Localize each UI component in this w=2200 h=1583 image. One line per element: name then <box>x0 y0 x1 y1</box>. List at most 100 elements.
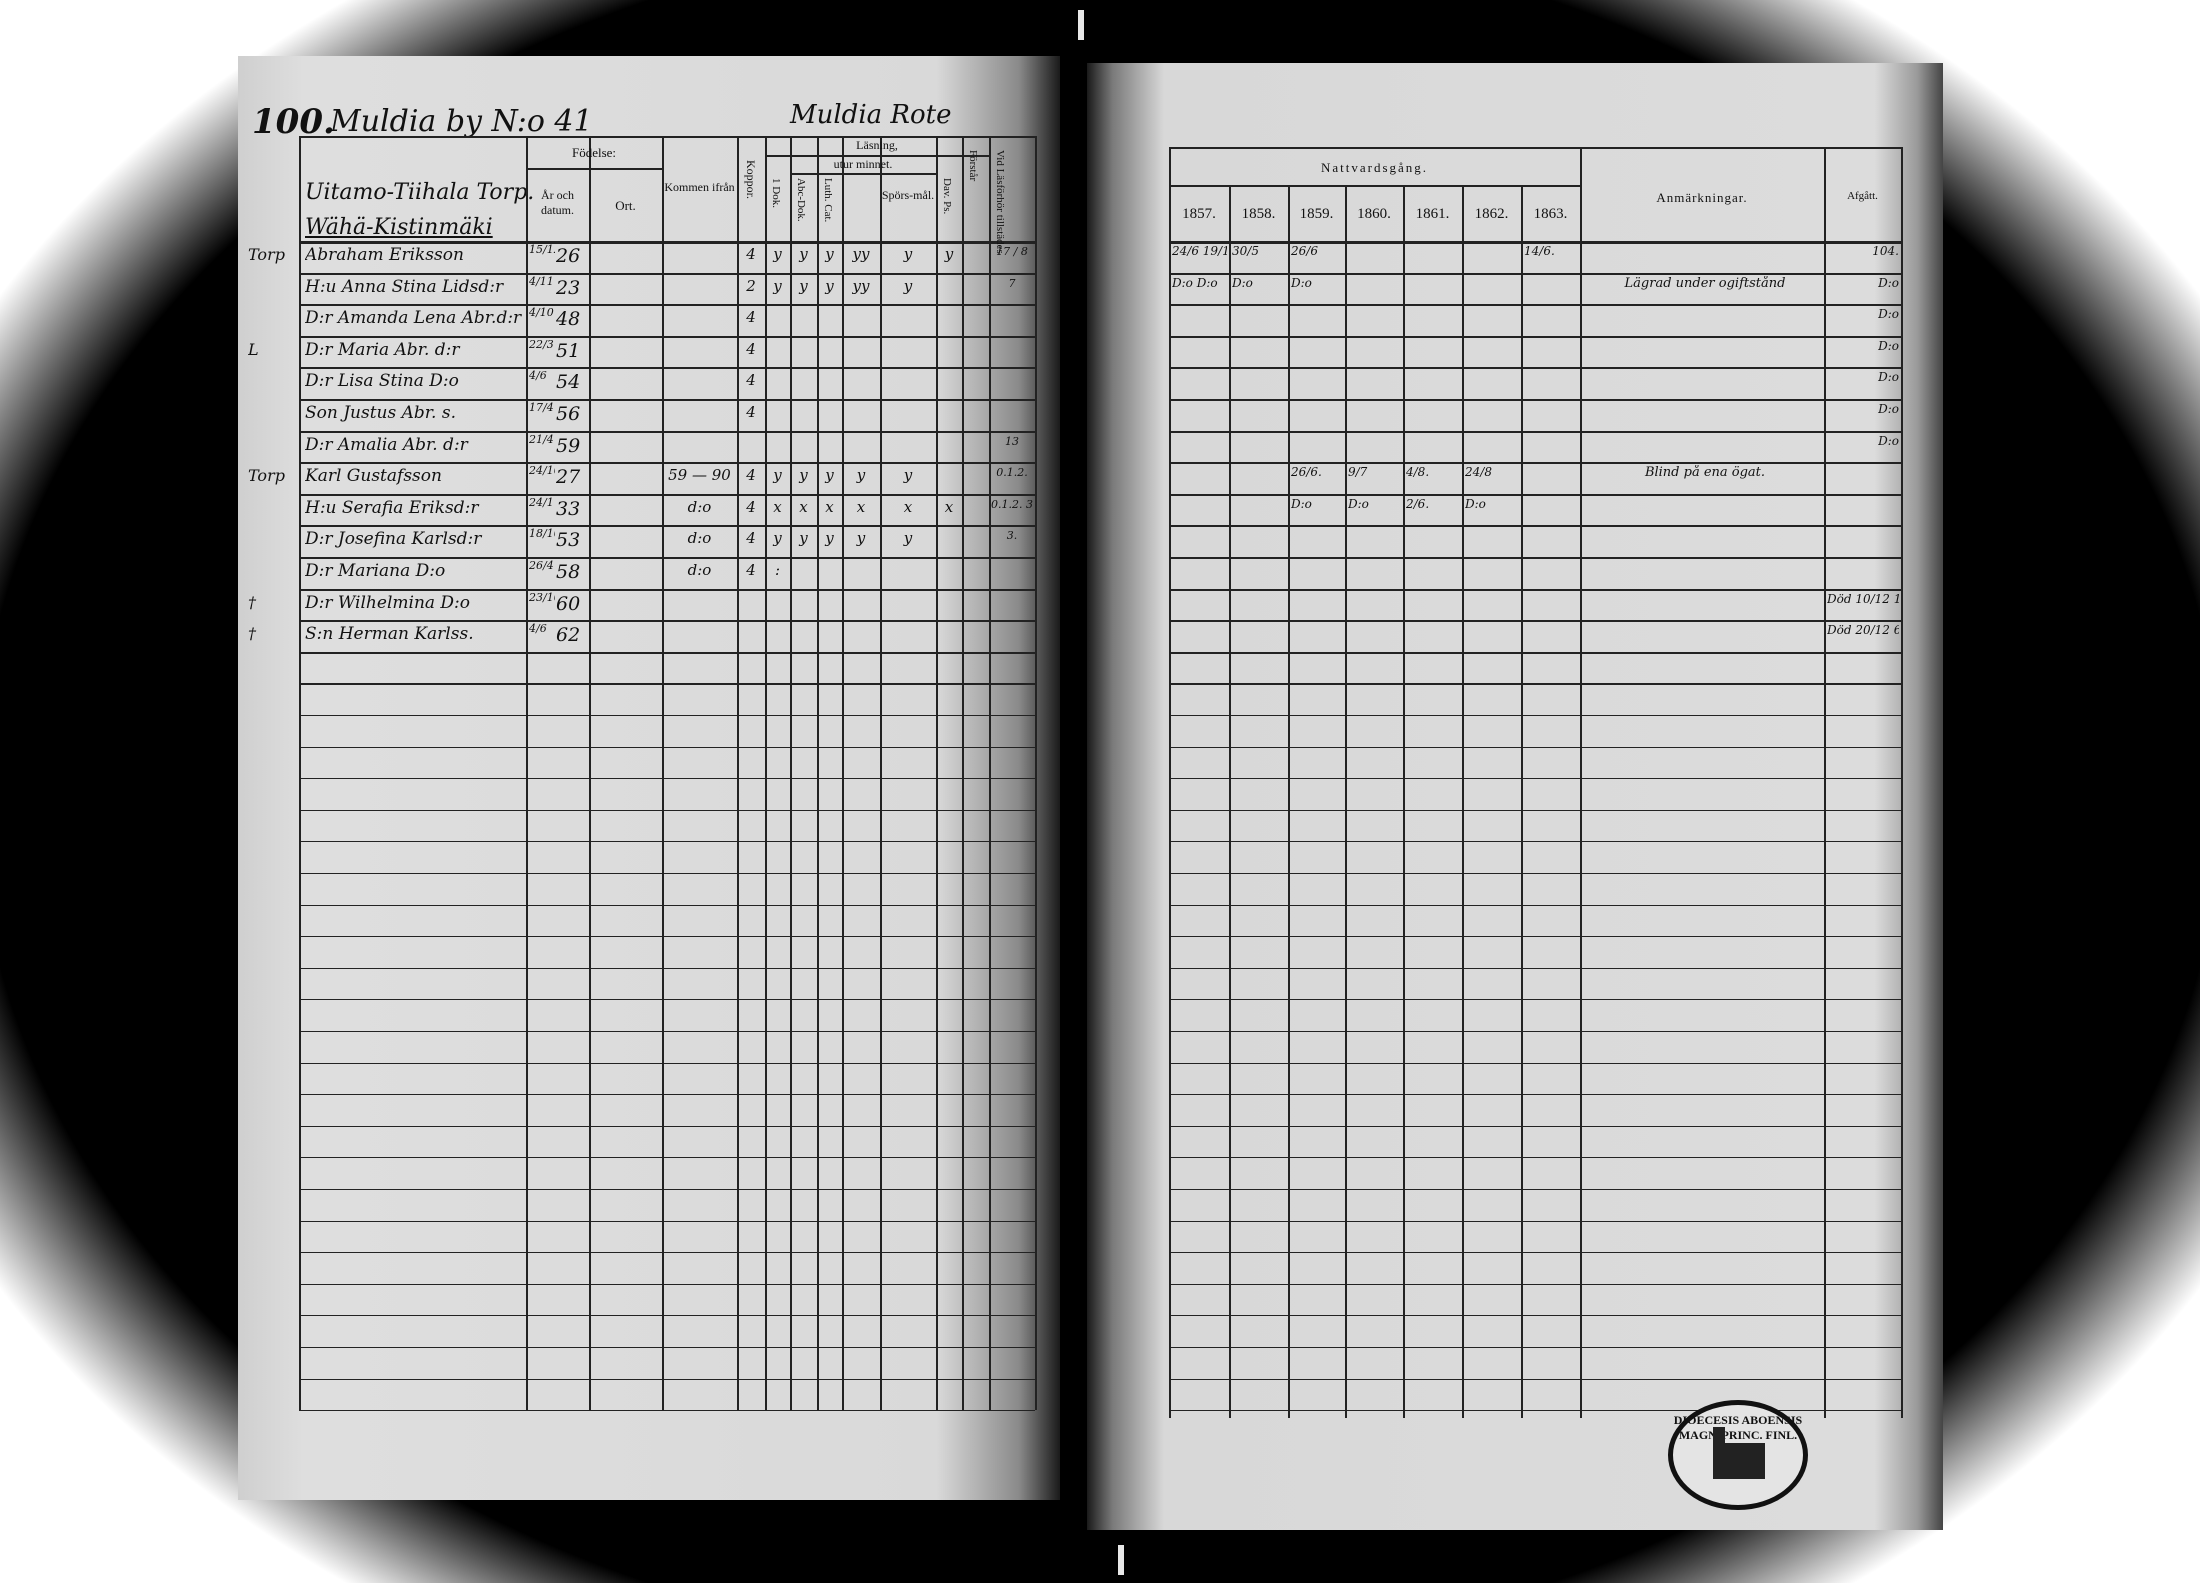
person-name: H:u Serafia Eriksd:r <box>305 497 479 518</box>
entry-luth: x <box>825 497 834 516</box>
header-afgatt: Afgått. <box>1847 190 1878 202</box>
row-rule <box>299 1157 1035 1159</box>
left-page <box>238 56 1060 1500</box>
column-rule <box>1824 147 1826 1419</box>
row-rule <box>1169 715 1901 716</box>
entry-kommen: d:o <box>687 561 712 579</box>
afgatt-entry: Död 10/12 1860 <box>1827 591 1899 606</box>
column-rule <box>1462 185 1464 1419</box>
communion-date: D:o <box>1232 275 1253 290</box>
row-rule <box>1169 746 1901 748</box>
row-rule <box>1169 430 1901 433</box>
entry-vid: 7 <box>1008 276 1016 290</box>
communion-date: 2/6. <box>1406 496 1430 511</box>
person-name: D:r Maria Abr. d:r <box>305 339 460 360</box>
row-rule <box>1169 493 1901 496</box>
stamp-church <box>1713 1443 1765 1479</box>
row-rule <box>1169 272 1901 275</box>
birth-date: 21/4 <box>529 432 554 446</box>
entry-abc: y <box>799 529 808 548</box>
column-rule <box>737 136 739 1411</box>
column-rule <box>1345 185 1347 1419</box>
entry-vid: 17 / 8 <box>996 245 1028 258</box>
row-rule <box>1169 525 1901 528</box>
stamp-text: DIOECESIS ABOENSIS MAGNIPRINC. FINL. <box>1673 1413 1803 1442</box>
entry-spors: y <box>903 529 913 548</box>
birth-year: 62 <box>556 624 581 647</box>
person-name: Son Justus Abr. s. <box>305 403 456 423</box>
entry-hust: yy <box>852 245 870 263</box>
entry-hust: y <box>856 466 866 485</box>
entry-dok: y <box>773 245 782 263</box>
header-year: 1857. <box>1182 206 1216 222</box>
header-koppor: Koppor. <box>744 160 758 199</box>
header-rule <box>1169 241 1901 244</box>
row-rule <box>299 399 1035 401</box>
communion-date: 4/8. <box>1406 465 1430 480</box>
row-rule <box>1169 304 1901 307</box>
row-rule <box>1169 620 1901 623</box>
row-rule <box>299 1283 1035 1285</box>
entry-dok: : <box>774 561 781 579</box>
birth-year: 48 <box>556 308 581 331</box>
column-rule <box>1521 185 1523 1419</box>
entry-koppor: 4 <box>746 245 756 263</box>
rote-heading: Muldia Rote <box>790 100 952 130</box>
entry-abc: y <box>799 245 808 263</box>
entry-luth: y <box>825 276 834 295</box>
entry-dok: y <box>773 276 782 295</box>
entry-koppor: 4 <box>746 339 756 358</box>
header-year: 1861. <box>1415 206 1450 222</box>
person-name: Karl Gustafsson <box>305 466 442 487</box>
row-rule <box>299 1062 1035 1064</box>
row-rule <box>299 778 1035 780</box>
farm-heading: Uitamo-Tiihala Torp. <box>305 180 535 205</box>
entry-spors: y <box>903 245 913 263</box>
entry-koppor: 2 <box>746 276 756 295</box>
header-year: 1859. <box>1299 206 1334 222</box>
entry-hust: x <box>856 497 866 516</box>
row-rule <box>299 1031 1035 1032</box>
entry-spors: y <box>903 276 913 295</box>
row-rule <box>299 936 1035 938</box>
row-rule <box>1169 367 1901 370</box>
row-rule <box>1169 904 1901 906</box>
entry-spors: x <box>903 497 913 516</box>
stamp-church-tower <box>1713 1427 1725 1445</box>
birth-year: 33 <box>556 497 581 520</box>
entry-abc: x <box>799 497 808 516</box>
birth-year: 56 <box>556 403 581 425</box>
header-fodelse: Födelse: <box>571 145 617 160</box>
birth-date: 22/3 <box>529 337 554 351</box>
column-rule <box>1288 185 1290 1419</box>
entry-dav: x <box>944 497 954 516</box>
person-name: D:r Josefina Karlsd:r <box>305 529 482 550</box>
afgatt-entry: D:o <box>1878 275 1899 290</box>
birth-year: 27 <box>556 466 581 489</box>
row-rule <box>299 873 1035 874</box>
row-rule <box>299 1347 1035 1348</box>
row-rule <box>299 462 1035 465</box>
entry-koppor: 4 <box>746 529 756 548</box>
person-name: D:r Amanda Lena Abr.d:r <box>305 308 522 329</box>
communion-date: D:o <box>1291 496 1312 511</box>
person-name: H:u Anna Stina Lidsd:r <box>305 276 504 297</box>
header-lasning: Läsning, <box>856 138 898 152</box>
row-rule <box>1169 1125 1901 1127</box>
communion-date: D:o <box>1465 496 1486 511</box>
birth-date: 26/4 <box>529 559 554 572</box>
table-top-rule <box>1169 147 1901 149</box>
row-rule <box>299 493 1035 496</box>
row-rule <box>1169 1410 1901 1412</box>
person-name: S:n Herman Karlss. <box>305 624 474 645</box>
row-rule <box>299 525 1035 528</box>
row-rule <box>299 620 1035 623</box>
entry-koppor: 4 <box>746 403 756 421</box>
header-subrule <box>1169 185 1580 187</box>
column-rule <box>1403 185 1405 1419</box>
birth-year: 59 <box>556 434 581 457</box>
communion-date: D:o D:o <box>1172 275 1218 290</box>
header-abc: Abc-Dok. <box>795 178 807 222</box>
communion-date: 9/7 <box>1348 465 1368 480</box>
afgatt-entry: D:o <box>1878 307 1899 322</box>
